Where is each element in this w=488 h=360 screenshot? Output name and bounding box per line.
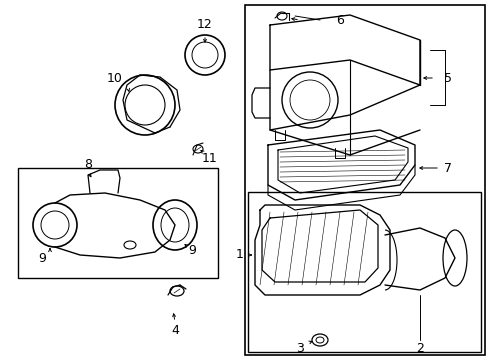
Text: 11: 11 — [202, 152, 218, 165]
Text: 2: 2 — [415, 342, 423, 355]
Text: 7: 7 — [443, 162, 451, 175]
Text: 10: 10 — [107, 72, 122, 85]
Text: 5: 5 — [443, 72, 451, 85]
Bar — [247, 192, 480, 352]
Text: 6: 6 — [335, 13, 343, 27]
Bar — [18, 168, 218, 278]
Text: 12: 12 — [197, 18, 212, 31]
Text: 9: 9 — [38, 252, 46, 265]
Text: 1: 1 — [236, 248, 244, 261]
Text: 3: 3 — [295, 342, 304, 355]
Text: 9: 9 — [188, 243, 196, 256]
Text: 4: 4 — [171, 324, 179, 337]
Bar — [244, 5, 484, 355]
Text: 8: 8 — [84, 158, 92, 171]
